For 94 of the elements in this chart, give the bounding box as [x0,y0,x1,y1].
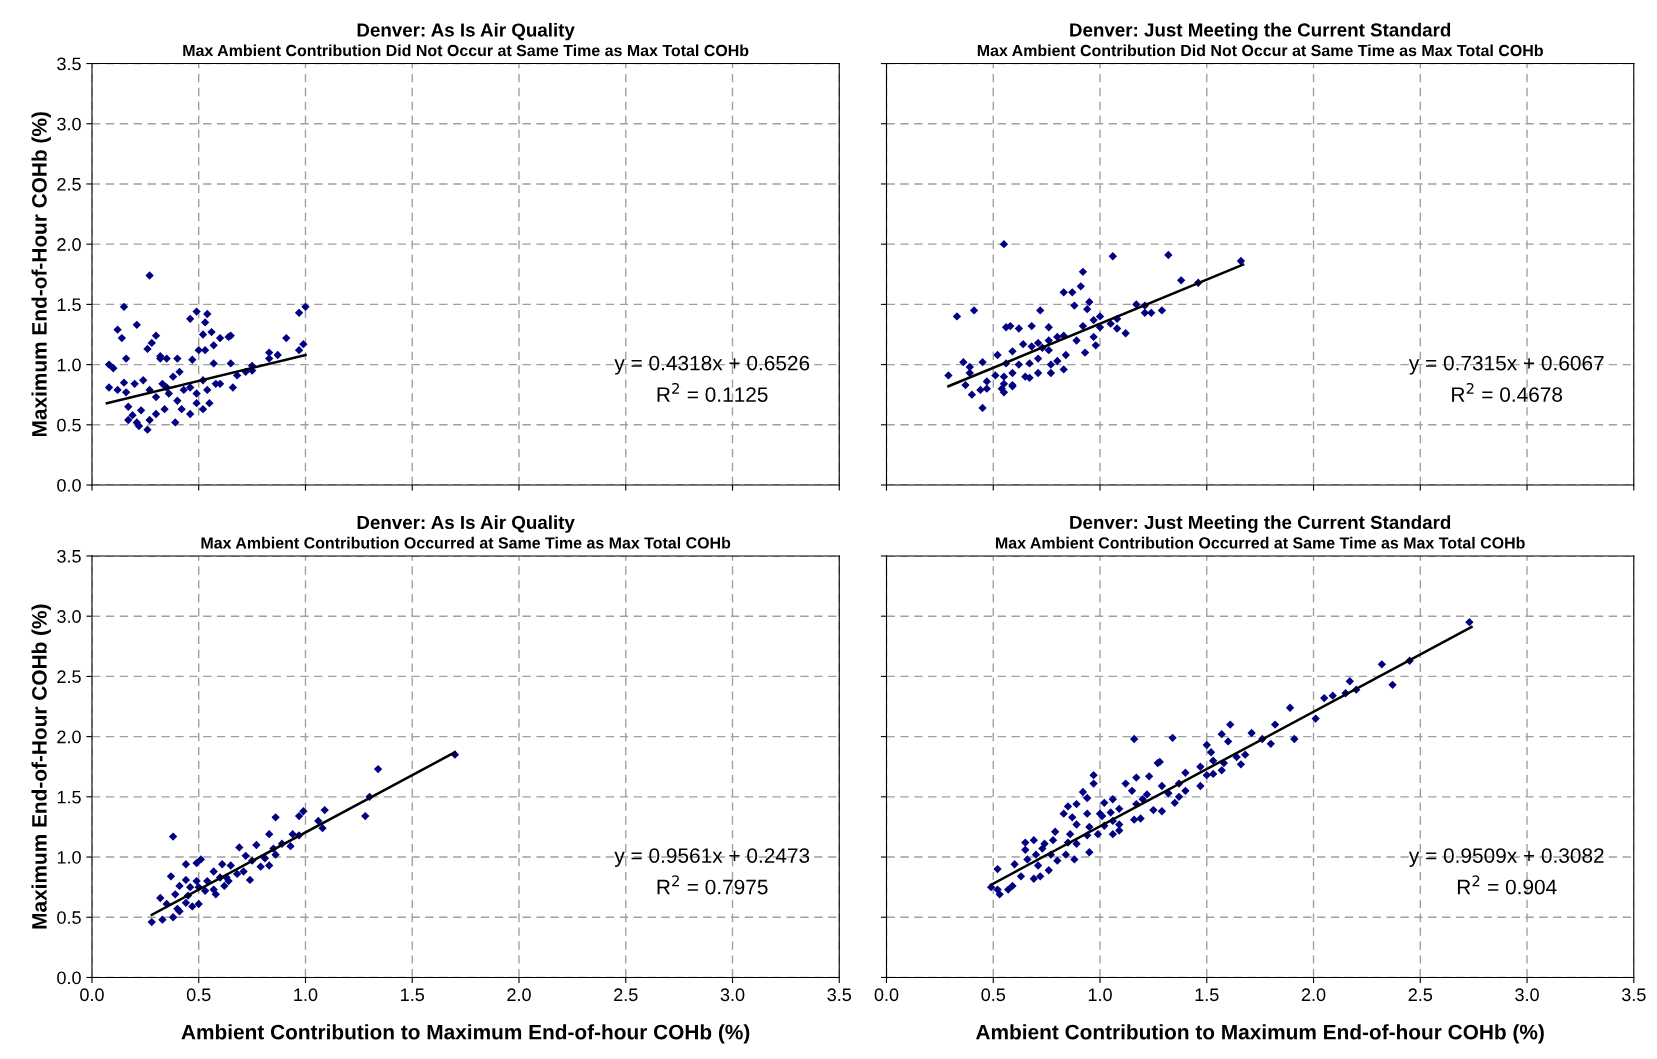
x-axis-title: Ambient Contribution to Maximum End-of-hour COHb (%) [181,1024,750,1044]
point [373,764,383,774]
point [171,890,180,899]
point [194,899,203,909]
y-axis-title: Maximum End-of-Hour COHb (%) [31,604,51,929]
point [226,861,235,870]
chart-subtitle: Max Ambient Contribution Occurred at Same Time as Max Total COHb [201,536,731,549]
y-tick-label: 1.5 [57,790,81,804]
point [147,917,156,927]
point [271,813,280,822]
point [209,867,218,876]
point [299,807,308,816]
x-tick-label: 3.5 [1621,988,1646,1002]
point [288,829,297,839]
chart-subtitle: Max Ambient Contribution Did Not Occur at Same Time as Max Total COHb [977,44,1543,57]
x-tick-label: 0.5 [186,988,211,1002]
annotation: y = 0.4318x + 0.6526 [614,355,810,375]
point [181,875,191,885]
annotation: R$^{2}$ = 0.1125 [657,382,768,402]
point [232,869,242,879]
x-tick-label: 3.0 [1515,988,1539,1002]
point [168,913,178,922]
x-tick-label: 0.5 [981,988,1006,1002]
x-tick-label: 0.0 [874,988,899,1002]
point [239,867,248,876]
x-tick-label: 0.0 [80,988,104,1002]
point [252,840,261,850]
x-tick-label: 1.0 [294,988,318,1002]
y-tick-label: 0.5 [57,911,81,924]
point [156,893,165,903]
y-tick-label: 0.5 [57,418,81,432]
y-tick-label: 1.5 [57,298,81,312]
y-tick-label: 3.5 [57,549,81,563]
point [186,882,195,892]
point [196,855,206,864]
point [192,858,201,868]
y-tick-label: 0.0 [57,478,81,492]
y-tick-label: 3.0 [57,610,81,623]
point [361,811,370,821]
point [245,875,255,885]
x-tick-label: 2.5 [1408,988,1433,1002]
point [260,854,270,863]
point [158,915,167,924]
chart-title: Denver: Just Meeting the Current Standard [1070,22,1451,41]
y-tick-label: 3.5 [57,57,81,71]
x-tick-label: 2.0 [507,988,531,1002]
point [175,881,184,891]
annotation: y = 0.7315x + 0.6067 [1408,355,1604,375]
chart-subtitle: Max Ambient Contribution Occurred at Same Time as Max Total COHb [996,536,1525,549]
x-axis-title: Ambient Contribution to Maximum End-of-hour COHb (%) [976,1024,1544,1044]
y-tick-label: 1.0 [57,850,81,864]
point [211,890,220,899]
point [168,832,178,841]
y-tick-label: 2.0 [57,730,81,744]
annotation: y = 0.9509x + 0.3082 [1408,848,1604,868]
point [181,898,191,907]
y-tick-label: 2.0 [57,238,81,251]
annotation: R$^{2}$ = 0.4678 [1452,382,1563,402]
x-tick-label: 3.5 [827,988,852,1002]
point [271,850,280,859]
y-tick-label: 1.0 [57,358,81,372]
y-tick-label: 2.5 [57,177,81,191]
chart-subtitle: Max Ambient Contribution Did Not Occur at Same Time as Max Total COHb [183,44,749,57]
y-tick-label: 3.0 [57,117,81,131]
chart-title: Denver: As Is Air Quality [357,22,575,41]
point [294,811,304,821]
x-tick-label: 2.0 [1301,988,1326,1002]
point [220,881,229,891]
point [286,842,295,851]
point [188,902,197,911]
x-tick-label: 2.5 [614,988,638,1002]
x-tick-label: 1.5 [401,988,425,1002]
point [192,876,201,886]
point [241,851,250,860]
x-tick-label: 1.0 [1088,988,1112,1002]
chart-title: Denver: Just Meeting the Current Standard [1070,515,1451,533]
y-tick-label: 0.0 [57,971,81,985]
y-tick-label: 2.5 [57,670,81,684]
annotation: y = 0.9561x + 0.2473 [614,848,810,868]
x-tick-label: 3.0 [720,988,745,1002]
y-axis-title: Maximum End-of-Hour COHb (%) [31,112,51,437]
point [235,843,244,852]
point [320,805,329,815]
point [200,886,210,895]
point [265,861,274,870]
annotation: R$^{2}$ = 0.904 [1457,875,1557,895]
point [166,872,176,881]
point [256,862,265,871]
x-tick-label: 1.5 [1195,988,1219,1002]
point [181,860,191,869]
annotation: R$^{2}$ = 0.7975 [657,875,768,895]
chart-title: Denver: As Is Air Quality [357,515,575,533]
point [265,829,274,839]
point [218,860,227,869]
